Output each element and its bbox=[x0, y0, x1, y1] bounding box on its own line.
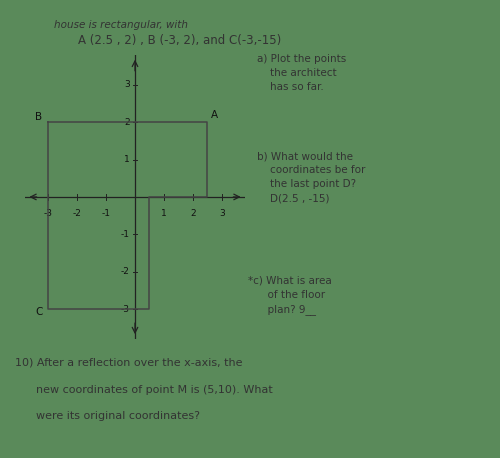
Text: 10) After a reflection over the x-axis, the: 10) After a reflection over the x-axis, … bbox=[14, 358, 242, 368]
Text: house is rectangular, with: house is rectangular, with bbox=[54, 20, 188, 30]
Text: -1: -1 bbox=[102, 209, 110, 218]
Text: 1: 1 bbox=[124, 155, 130, 164]
Text: were its original coordinates?: were its original coordinates? bbox=[14, 411, 200, 421]
Text: 2: 2 bbox=[124, 118, 130, 127]
Text: -1: -1 bbox=[121, 230, 130, 239]
Text: B: B bbox=[35, 112, 42, 122]
Text: *c) What is area
      of the floor
      plan? 9__: *c) What is area of the floor plan? 9__ bbox=[248, 276, 331, 315]
Text: C: C bbox=[35, 307, 42, 316]
Text: A (2.5 , 2) , B (-3, 2), and C(-3,-15): A (2.5 , 2) , B (-3, 2), and C(-3,-15) bbox=[78, 33, 281, 47]
Text: 1: 1 bbox=[161, 209, 167, 218]
Text: a) Plot the points
    the architect
    has so far.: a) Plot the points the architect has so … bbox=[257, 54, 346, 92]
Text: 3: 3 bbox=[124, 80, 130, 89]
Text: b) What would the
    coordinates be for
    the last point D?
    D(2.5 , -15): b) What would the coordinates be for the… bbox=[257, 151, 366, 203]
Text: 3: 3 bbox=[219, 209, 224, 218]
Text: 2: 2 bbox=[190, 209, 196, 218]
Text: A: A bbox=[211, 110, 218, 120]
Text: -2: -2 bbox=[72, 209, 82, 218]
Text: -3: -3 bbox=[121, 305, 130, 314]
Text: -2: -2 bbox=[121, 267, 130, 276]
Text: new coordinates of point M is (5,10). What: new coordinates of point M is (5,10). Wh… bbox=[14, 385, 272, 394]
Text: -3: -3 bbox=[44, 209, 52, 218]
